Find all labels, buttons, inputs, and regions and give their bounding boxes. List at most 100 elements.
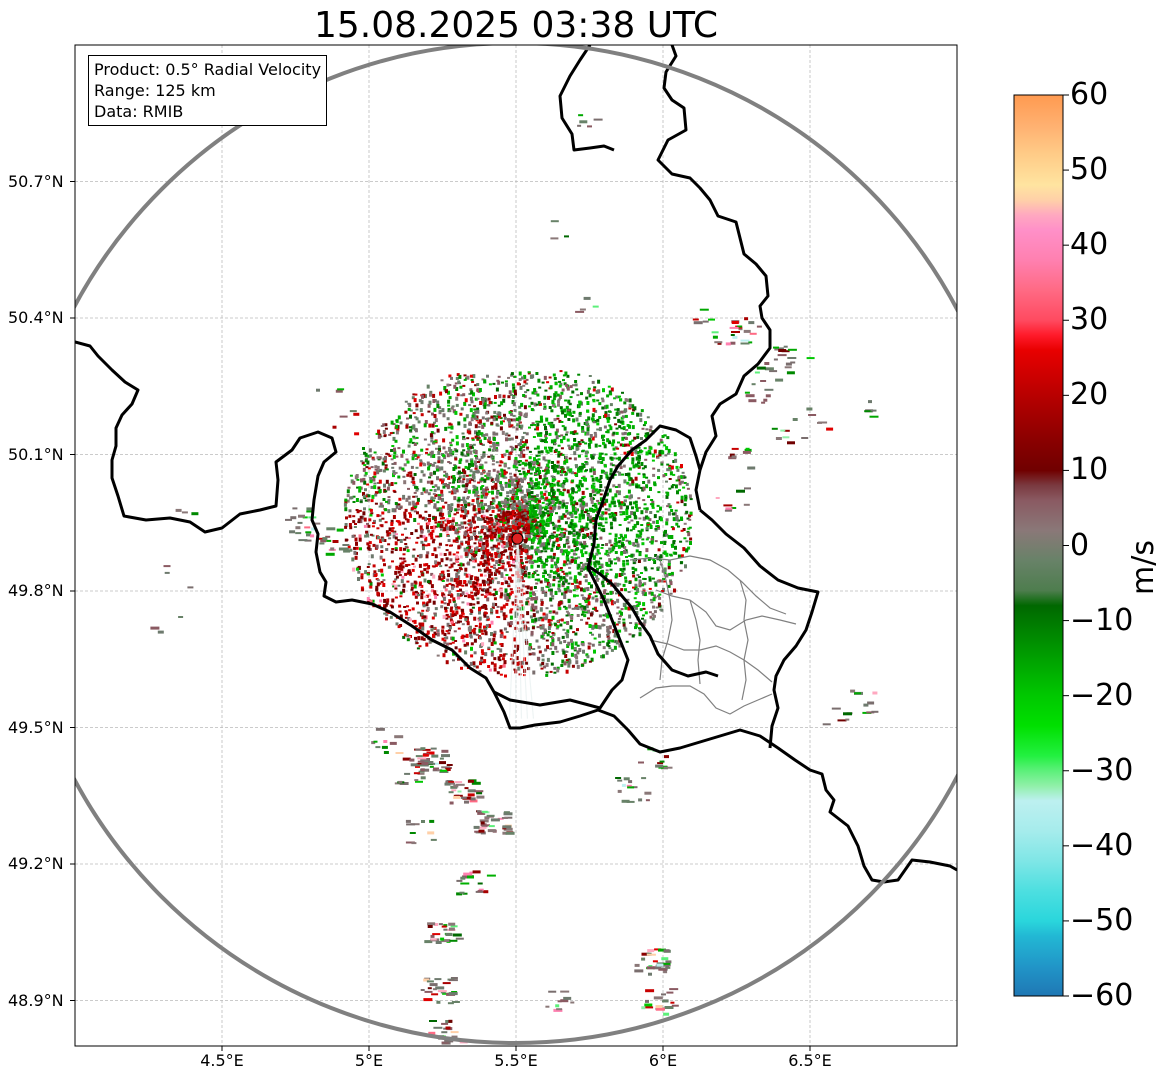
echo-pixel	[461, 584, 465, 587]
echo-pixel	[469, 422, 472, 426]
echo-pixel	[565, 610, 569, 613]
echo-pixel	[642, 481, 646, 484]
echo-pixel	[440, 493, 444, 497]
echo-pixel	[552, 531, 556, 534]
echo-pixel	[497, 518, 501, 523]
echo-pixel	[521, 568, 524, 573]
echo-pixel	[532, 532, 536, 536]
echo-pixel	[501, 430, 505, 435]
echo-pixel	[560, 515, 564, 520]
echo-pixel	[596, 567, 599, 571]
echo-pixel	[464, 487, 468, 492]
echo-pixel	[487, 665, 491, 668]
echo-pixel	[539, 415, 543, 420]
echo-pixel	[381, 461, 385, 466]
echo-pixel	[439, 410, 443, 412]
echo-pixel	[628, 541, 632, 545]
echo-pixel	[498, 666, 502, 669]
echo-pixel	[527, 461, 531, 466]
echo-pixel	[504, 481, 508, 485]
echo-pixel	[510, 504, 514, 508]
echo-pixel	[587, 645, 591, 650]
echo-pixel	[407, 636, 411, 640]
echo-pixel	[539, 497, 543, 500]
echo-pixel	[564, 521, 568, 525]
echo-pixel	[470, 646, 473, 651]
echo-pixel	[611, 442, 615, 447]
echo-pixel	[580, 663, 584, 667]
echo-pixel	[486, 568, 490, 572]
echo-pixel	[495, 461, 499, 464]
echo-pixel	[549, 534, 553, 537]
echo-pixel	[490, 611, 494, 615]
echo-pixel	[366, 460, 370, 465]
echo-pixel	[543, 395, 547, 400]
echo-pixel	[622, 415, 625, 419]
echo-pixel	[577, 422, 581, 427]
echo-pixel	[665, 573, 669, 578]
echo-pixel	[631, 481, 635, 486]
echo-pixel	[634, 606, 638, 610]
echo-pixel	[445, 529, 449, 534]
echo-pixel	[407, 471, 411, 474]
echo-pixel	[383, 604, 386, 609]
echo-pixel	[379, 599, 383, 603]
echo-pixel	[578, 520, 582, 523]
echo-pixel	[396, 428, 400, 432]
echo-pixel	[528, 653, 532, 656]
echo-pixel	[546, 538, 550, 543]
echo-pixel	[473, 527, 476, 530]
echo-pixel	[419, 462, 423, 467]
echo-pixel	[559, 370, 563, 373]
echo-pixel	[442, 653, 446, 658]
echo-pixel	[490, 539, 494, 542]
echo-pixel	[412, 495, 416, 498]
echo-pixel	[578, 580, 582, 585]
echo-pixel	[643, 558, 647, 562]
echo-pixel	[642, 424, 646, 427]
echo-pixel	[446, 578, 450, 582]
echo-pixel	[548, 610, 552, 613]
echo-pixel	[449, 441, 453, 444]
echo-pixel	[571, 487, 575, 492]
echo-pixel	[678, 481, 682, 486]
echo-pixel	[499, 426, 503, 431]
echo-pixel	[621, 501, 625, 505]
echo-pixel	[619, 443, 623, 447]
echo-pixel	[429, 390, 433, 394]
echo-pixel	[528, 405, 532, 408]
echo-pixel	[447, 506, 451, 511]
echo-pixel	[546, 464, 550, 468]
echo-pixel	[649, 446, 653, 450]
echo-pixel	[639, 412, 643, 417]
echo-pixel	[473, 638, 477, 643]
echo-pixel	[493, 485, 497, 489]
echo-pixel	[463, 572, 467, 576]
echo-pixel	[475, 665, 479, 669]
echo-pixel	[619, 505, 623, 510]
echo-pixel	[472, 443, 476, 446]
echo-pixel	[580, 525, 584, 529]
echo-pixel	[668, 505, 672, 509]
echo-pixel	[490, 536, 494, 541]
echo-pixel	[620, 588, 624, 592]
echo-pixel	[567, 663, 571, 668]
echo-pixel	[458, 475, 462, 479]
echo-pixel	[526, 516, 530, 519]
echo-pixel	[634, 623, 638, 628]
echo-pixel	[611, 513, 615, 518]
echo-pixel	[522, 543, 526, 548]
echo-pixel	[506, 508, 510, 510]
echo-pixel	[637, 446, 641, 449]
echo-pixel	[532, 670, 536, 675]
echo-pixel	[618, 395, 621, 398]
echo-pixel	[625, 429, 629, 431]
echo-pixel	[479, 569, 483, 572]
echo-pixel	[473, 553, 476, 558]
echo-pixel	[570, 519, 574, 523]
echo-pixel	[476, 470, 480, 474]
echo-pixel	[650, 499, 654, 501]
echo-pixel	[526, 611, 530, 616]
echo-pixel	[571, 508, 575, 513]
echo-pixel	[536, 462, 540, 465]
